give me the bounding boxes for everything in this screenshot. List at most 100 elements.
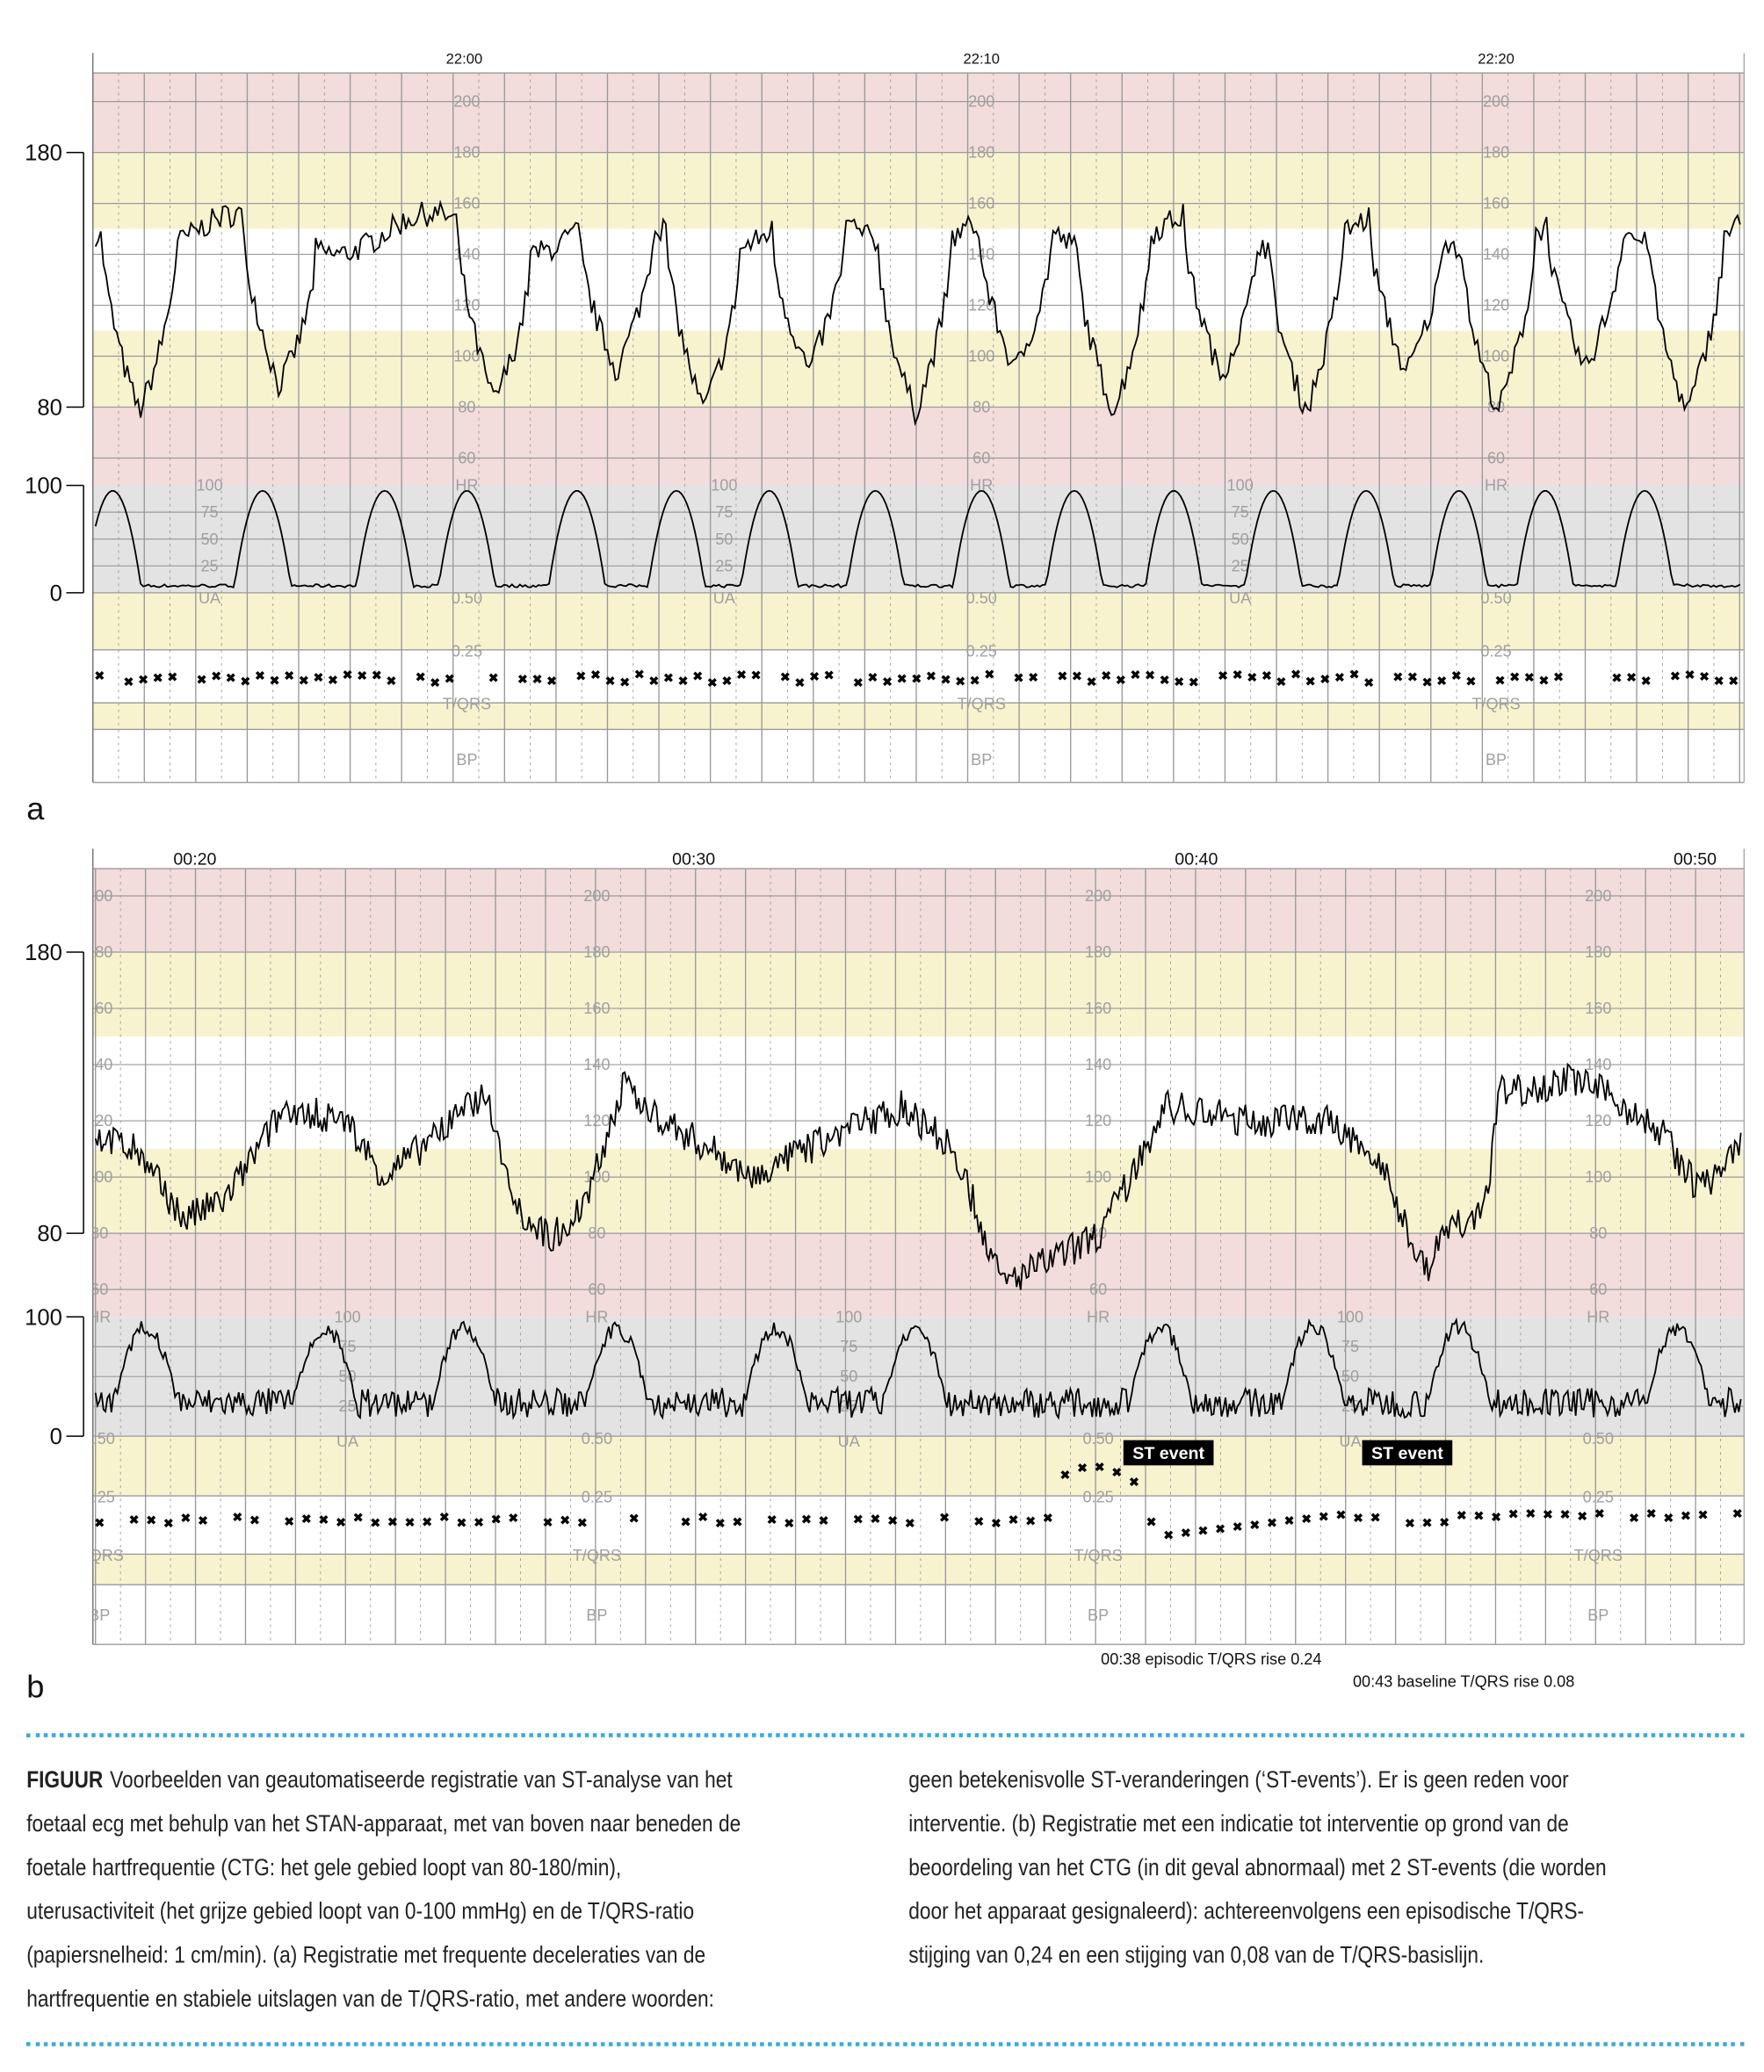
- caption-column-2: geen betekenisvolle ST-veranderingen (‘S…: [908, 1758, 1753, 1977]
- tqrs-cross: ×: [971, 673, 979, 688]
- hr-scale-label: 200: [1483, 93, 1509, 111]
- tqrs-cross: ×: [1015, 671, 1023, 686]
- axis-tick-label: 100: [25, 474, 62, 499]
- tqrs-cross: ×: [406, 1515, 414, 1530]
- ua-scale-label: 100: [334, 1308, 360, 1325]
- tqrs-cross: ×: [234, 1510, 242, 1525]
- bp-name-label: BP: [586, 1606, 607, 1624]
- tqrs-cross: ×: [169, 669, 177, 684]
- ua-scale-label: 75: [338, 1338, 356, 1355]
- caption-line: (papiersnelheid: 1 cm/min). (a) Registra…: [26, 1941, 706, 1968]
- tqrs-cross: ×: [738, 668, 746, 682]
- tqrs-cross: ×: [227, 670, 235, 685]
- tqrs-scale-label: 0.50: [84, 1430, 115, 1448]
- tqrs-cross: ×: [665, 671, 673, 686]
- tqrs-scale-label: 0.50: [1082, 1430, 1113, 1448]
- tqrs-name-label: T/QRS: [1074, 1547, 1122, 1564]
- tqrs-cross: ×: [1509, 1507, 1517, 1522]
- tqrs-cross: ×: [1438, 674, 1446, 689]
- ua-scale-label: 50: [1341, 1368, 1359, 1385]
- hr-scale-label: 120: [583, 1112, 610, 1130]
- hr-scale-label: 120: [968, 297, 994, 314]
- hr-name-label: HR: [88, 1308, 111, 1325]
- caption-line: stijging van 0,24 en een stijging van 0,…: [908, 1941, 1485, 1968]
- tqrs-cross: ×: [148, 1512, 155, 1527]
- tqrs-cross: ×: [250, 1512, 258, 1527]
- caption-line: FIGUUR Voorbeelden van geautomatiseerde r…: [26, 1766, 733, 1794]
- hr-scale-label: 200: [453, 93, 480, 111]
- tqrs-scale-label: 0.25: [1583, 1489, 1614, 1506]
- tqrs-cross: ×: [1630, 1511, 1638, 1526]
- tqrs-cross: ×: [416, 669, 424, 684]
- tqrs-cross: ×: [1268, 1516, 1276, 1531]
- axis-tick-label: 180: [25, 941, 62, 965]
- tqrs-cross: ×: [650, 674, 658, 689]
- tqrs-cross: ×: [708, 675, 716, 690]
- hr-scale-label: 60: [972, 450, 990, 467]
- tqrs-cross: ×: [1715, 674, 1723, 689]
- hr-scale-label: 140: [1085, 1056, 1111, 1073]
- tqrs-cross: ×: [164, 1516, 172, 1531]
- hr-name-label: HR: [970, 477, 993, 495]
- tqrs-cross: ×: [1423, 1515, 1431, 1530]
- tqrs-cross: ×: [354, 1510, 362, 1525]
- tqrs-cross: ×: [884, 675, 892, 689]
- tqrs-cross: ×: [154, 671, 162, 686]
- tqrs-cross: ×: [458, 1516, 466, 1531]
- ua-scale-label: 25: [715, 557, 733, 574]
- annotation-baseline: 00:43 baseline T/QRS rise 0.08: [1353, 1672, 1574, 1690]
- band-tqrs-yellow-low: [92, 703, 1745, 730]
- tqrs-name-label: T/QRS: [1471, 696, 1520, 713]
- tqrs-cross: ×: [182, 1511, 190, 1526]
- band-red-high: [92, 73, 1745, 153]
- tqrs-scale-label: 0.25: [966, 642, 997, 660]
- tqrs-cross: ×: [1579, 1509, 1587, 1524]
- tqrs-cross: ×: [431, 675, 439, 690]
- tqrs-scale-label: 0.50: [1583, 1430, 1614, 1448]
- tqrs-cross: ×: [1321, 672, 1329, 687]
- caption-line: uterusactiviteit (het grijze gebied loop…: [26, 1897, 695, 1924]
- tqrs-cross: ×: [337, 1515, 345, 1530]
- tqrs-cross: ×: [1701, 669, 1709, 684]
- tqrs-cross: ×: [286, 668, 293, 683]
- ua-scale-label: 25: [338, 1397, 356, 1415]
- hr-name-label: HR: [1587, 1308, 1609, 1325]
- tqrs-cross: ×: [1199, 1524, 1207, 1539]
- tqrs-cross: ×: [975, 1514, 983, 1529]
- tqrs-cross: ×: [1540, 673, 1548, 688]
- tqrs-cross: ×: [635, 667, 643, 682]
- tqrs-cross: ×: [1406, 1516, 1414, 1531]
- ua-scale-label: 50: [715, 531, 733, 548]
- band-yellow-high: [92, 152, 1745, 229]
- caption-line: interventie. (b) Registratie met een ind…: [908, 1809, 1569, 1837]
- tqrs-cross: ×: [825, 668, 833, 682]
- tqrs-cross: ×: [682, 1515, 690, 1530]
- fhr-trace: [94, 1062, 1742, 1290]
- band-yellow-high: [92, 952, 1745, 1037]
- axis-tick-label: 80: [37, 396, 62, 421]
- tqrs-cross: ×: [1350, 668, 1358, 682]
- hr-scale-label: 80: [458, 399, 475, 416]
- tqrs-cross: ×: [1457, 1508, 1465, 1523]
- ua-scale-label: 50: [1232, 531, 1249, 548]
- hr-scale-label: 180: [453, 144, 480, 162]
- tqrs-cross: ×: [1102, 668, 1110, 683]
- tqrs-cross: ×: [1088, 675, 1095, 689]
- hr-scale-label: 180: [86, 943, 112, 961]
- tqrs-cross: ×: [1233, 1520, 1241, 1534]
- ua-scale-label: 25: [200, 557, 218, 574]
- tqrs-cross: ×: [941, 1510, 949, 1525]
- hr-scale-label: 140: [1483, 246, 1509, 264]
- band-yellow-low: [92, 330, 1745, 408]
- hr-scale-label: 100: [86, 1168, 112, 1186]
- traces: × × × × × × × × × × × × × × × × × × × × × × × × × × × × × × × × × × × × × × × ×…: [94, 199, 1741, 691]
- hr-scale-label: 140: [86, 1056, 112, 1073]
- tqrs-cross: ×: [1613, 670, 1621, 685]
- tqrs-cross: ×: [699, 1510, 707, 1525]
- tqrs-cross: ×: [300, 673, 307, 688]
- tqrs-cross: ×: [329, 673, 337, 688]
- tqrs-cross: ×: [854, 675, 862, 690]
- tqrs-cross: ×: [1285, 1513, 1293, 1528]
- tqrs-cross: ×: [1555, 670, 1563, 685]
- tqrs-cross: ×: [694, 669, 702, 684]
